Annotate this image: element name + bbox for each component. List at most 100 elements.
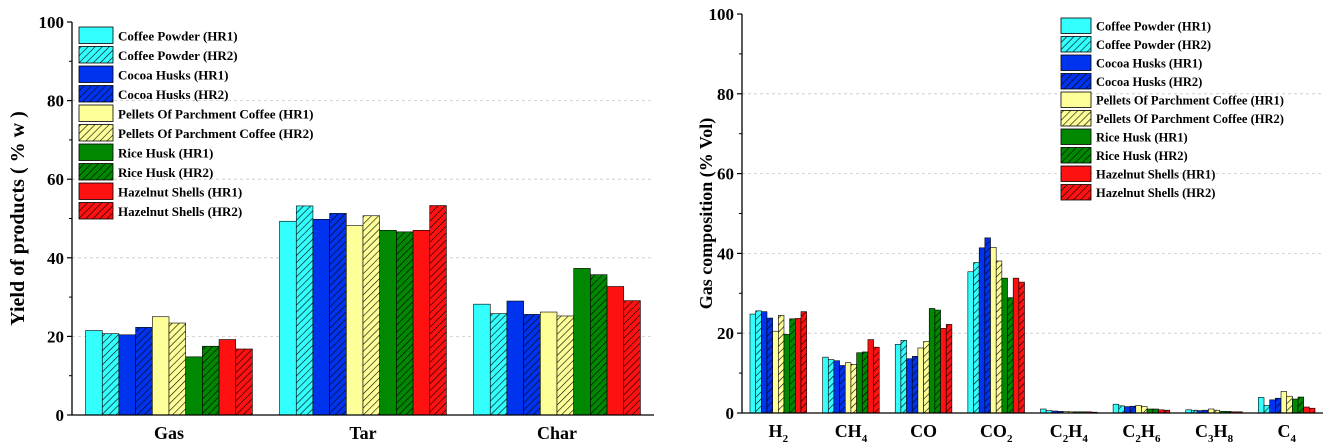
bar-co2-rice-husk-hr1 [1001, 277, 1008, 414]
y-tick-label: 40 [717, 244, 734, 263]
legend-swatch-pellets-of-parchment-coffee-hr2 [78, 124, 114, 142]
legend-label-pellets-of-parchment-coffee-hr2: Pellets Of Parchment Coffee (HR2) [1096, 112, 1284, 126]
bar-c2h6-pellets-of-parchment-coffee-hr2 [1141, 406, 1148, 414]
bar-c2h6-cocoa-husks-hr2 [1129, 405, 1137, 414]
bar-ch4-coffee-powder-hr2 [827, 359, 835, 414]
bar-co-rice-husk-hr2 [934, 309, 941, 414]
legend-swatch-cocoa-husks-hr2 [78, 85, 114, 103]
bar-c4-coffee-powder-hr2 [1263, 405, 1270, 414]
bar-tar-cocoa-husks-hr2 [329, 213, 347, 416]
bar-tar-pellets-of-parchment-coffee-hr2 [362, 215, 380, 416]
legend-swatch-rice-husk-hr2 [78, 163, 114, 181]
legend-label-coffee-powder-hr1: Coffee Powder (HR1) [118, 29, 238, 44]
legend-label-cocoa-husks-hr2: Cocoa Husks (HR2) [1096, 75, 1202, 89]
bar-c4-pellets-of-parchment-coffee-hr1 [1280, 391, 1287, 414]
y-tick-label: 40 [47, 249, 64, 268]
bar-gas-coffee-powder-hr2 [101, 333, 120, 416]
bar-h2-rice-husk-hr1 [783, 334, 790, 414]
bar-c4-rice-husk-hr1 [1292, 398, 1299, 414]
legend-label-cocoa-husks-hr1: Cocoa Husks (HR1) [118, 68, 229, 83]
bar-tar-pellets-of-parchment-coffee-hr1 [346, 225, 364, 416]
x-tick-label-tar: Tar [349, 423, 376, 443]
x-tick-label-c3h8: C3H8 [1195, 421, 1234, 445]
legend-swatch-coffee-powder-hr2 [1060, 36, 1092, 53]
bar-char-rice-husk-hr2 [590, 274, 608, 416]
bar-h2-cocoa-husks-hr2 [766, 317, 773, 414]
legend-label-rice-husk-hr2: Rice Husk (HR2) [118, 165, 213, 180]
gas-composition-chart: 0 20 40 60 80 100 Gas composition (% Vol) H2 CH4… [696, 5, 1323, 445]
legend: Coffee Powder (HR1) Coffee Powder (HR2) Co… [78, 26, 313, 220]
bar-gas-coffee-powder-hr1 [85, 330, 103, 416]
bar-h2-coffee-powder-hr1 [749, 313, 756, 414]
bar-co-pellets-of-parchment-coffee-hr2 [923, 341, 930, 414]
bar-co2-pellets-of-parchment-coffee-hr1 [990, 247, 997, 414]
bar-h2-pellets-of-parchment-coffee-hr2 [778, 314, 785, 414]
bar-h2-pellets-of-parchment-coffee-hr1 [772, 330, 779, 414]
y-tick-label: 20 [717, 324, 734, 343]
bar-ch4-cocoa-husks-hr1 [833, 360, 840, 414]
y-axis-label: Yield of products ( % w ) [7, 111, 29, 325]
y-tick-label: 0 [726, 404, 735, 423]
bar-ch4-rice-husk-hr1 [856, 352, 863, 414]
bar-c4-coffee-powder-hr1 [1258, 397, 1265, 414]
legend-swatch-cocoa-husks-hr2 [1060, 73, 1092, 90]
bar-co-coffee-powder-hr1 [894, 344, 902, 414]
bar-c4-rice-husk-hr2 [1297, 396, 1304, 414]
legend-label-hazelnut-shells-hr2: Hazelnut Shells (HR2) [118, 204, 242, 219]
x-tick-label-c4: C4 [1277, 421, 1296, 445]
legend-label-pellets-of-parchment-coffee-hr1: Pellets Of Parchment Coffee (HR1) [1096, 94, 1284, 108]
bar-ch4-pellets-of-parchment-coffee-hr2 [850, 364, 857, 414]
x-tick-label-co2: CO2 [980, 421, 1013, 445]
legend-swatch-rice-husk-hr2 [1060, 147, 1092, 164]
bar-char-cocoa-husks-hr2 [523, 314, 541, 416]
y-axis-label: Gas composition (% Vol) [696, 118, 717, 310]
legend-swatch-coffee-powder-hr1 [78, 26, 114, 44]
legend-swatch-hazelnut-shells-hr1 [1060, 165, 1092, 182]
bar-char-cocoa-husks-hr1 [506, 300, 524, 416]
bar-co2-coffee-powder-hr2 [973, 262, 980, 414]
bar-tar-hazelnut-shells-hr1 [412, 229, 431, 416]
yield-of-products-chart: 0 20 40 60 80 100 Yield of products ( % w ) Gas… [7, 13, 654, 443]
bar-c4-hazelnut-shells-hr2 [1309, 407, 1316, 414]
bar-h2-hazelnut-shells-hr1 [795, 318, 802, 414]
bar-co2-coffee-powder-hr1 [967, 271, 974, 414]
bar-co2-hazelnut-shells-hr1 [1012, 277, 1020, 414]
bar-gas-hazelnut-shells-hr2 [235, 348, 253, 416]
y-tick-label: 60 [47, 170, 64, 189]
bar-co-hazelnut-shells-hr1 [940, 328, 947, 414]
bar-ch4-cocoa-husks-hr2 [839, 365, 846, 414]
bar-char-coffee-powder-hr1 [473, 303, 491, 416]
bar-h2-cocoa-husks-hr1 [761, 311, 768, 414]
bar-ch4-rice-husk-hr2 [861, 351, 869, 414]
bar-char-hazelnut-shells-hr1 [606, 286, 625, 416]
bar-co-hazelnut-shells-hr2 [945, 324, 953, 414]
bar-char-rice-husk-hr1 [573, 268, 591, 416]
bar-c2h6-pellets-of-parchment-coffee-hr1 [1135, 405, 1142, 414]
y-tick-label: 60 [717, 165, 734, 184]
bar-ch4-hazelnut-shells-hr2 [873, 346, 880, 414]
x-tick-label-gas: Gas [154, 423, 184, 443]
y-tick-label: 100 [709, 5, 735, 24]
legend-swatch-cocoa-husks-hr1 [78, 65, 114, 83]
bar-gas-hazelnut-shells-hr1 [218, 339, 237, 416]
bar-char-pellets-of-parchment-coffee-hr2 [556, 315, 574, 416]
bar-c4-pellets-of-parchment-coffee-hr2 [1286, 395, 1293, 414]
y-tick-label: 0 [56, 406, 65, 425]
legend-label-rice-husk-hr2: Rice Husk (HR2) [1096, 149, 1188, 163]
legend-label-coffee-powder-hr1: Coffee Powder (HR1) [1096, 20, 1211, 34]
legend-label-coffee-powder-hr2: Coffee Powder (HR2) [118, 48, 238, 63]
y-tick-label: 80 [47, 92, 64, 111]
legend-swatch-pellets-of-parchment-coffee-hr1 [1060, 91, 1092, 108]
bar-co2-pellets-of-parchment-coffee-hr2 [995, 260, 1003, 414]
bar-gas-cocoa-husks-hr2 [135, 327, 153, 416]
bar-char-hazelnut-shells-hr2 [623, 300, 641, 416]
bar-c4-cocoa-husks-hr2 [1275, 397, 1282, 414]
bar-char-coffee-powder-hr2 [489, 313, 508, 416]
bar-c2h6-coffee-powder-hr1 [1112, 403, 1120, 414]
bar-c4-hazelnut-shells-hr1 [1303, 406, 1310, 414]
legend-swatch-rice-husk-hr1 [1060, 128, 1092, 145]
legend-swatch-coffee-powder-hr1 [1060, 17, 1092, 34]
bar-co2-cocoa-husks-hr1 [978, 247, 986, 414]
legend-label-pellets-of-parchment-coffee-hr1: Pellets Of Parchment Coffee (HR1) [118, 107, 313, 122]
